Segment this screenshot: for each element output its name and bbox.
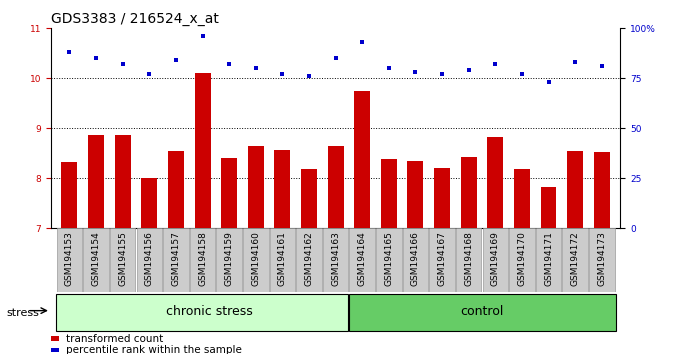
Bar (434, 169, 450, 228)
Bar (83, 228, 109, 292)
Point (597, 63, 607, 69)
Point (170, 57, 181, 63)
Text: GSM194161: GSM194161 (278, 232, 287, 286)
Point (250, 65, 261, 71)
Bar (88, 135, 104, 228)
Point (224, 62, 235, 67)
Bar (301, 169, 317, 228)
Text: GSM194155: GSM194155 (118, 232, 127, 286)
Bar (110, 228, 136, 292)
Bar (195, 73, 211, 228)
Text: GSM194159: GSM194159 (224, 232, 234, 286)
Text: GSM194167: GSM194167 (437, 232, 447, 286)
Bar (349, 294, 616, 331)
Bar (403, 228, 428, 292)
Bar (483, 228, 508, 292)
Text: GSM194173: GSM194173 (597, 232, 606, 286)
Bar (163, 228, 188, 292)
Bar (190, 228, 216, 292)
Text: GSM194166: GSM194166 (411, 232, 420, 286)
Text: GSM194165: GSM194165 (384, 232, 393, 286)
Text: GSM194170: GSM194170 (517, 232, 526, 286)
Bar (407, 161, 424, 228)
Bar (57, 228, 82, 292)
Point (517, 72, 527, 77)
Bar (487, 137, 503, 228)
Point (330, 56, 341, 61)
Point (357, 40, 367, 45)
Bar (589, 228, 614, 292)
Bar (275, 150, 290, 228)
Bar (456, 228, 481, 292)
Bar (349, 228, 375, 292)
Point (64, 50, 75, 55)
Text: GDS3383 / 216524_x_at: GDS3383 / 216524_x_at (51, 12, 219, 27)
Bar (509, 228, 535, 292)
Bar (354, 91, 370, 228)
Bar (296, 228, 322, 292)
Text: transformed count: transformed count (66, 334, 163, 344)
Point (117, 62, 128, 67)
Text: GSM194168: GSM194168 (464, 232, 473, 286)
Point (91, 56, 102, 61)
Bar (376, 228, 401, 292)
Point (490, 62, 501, 67)
Text: GSM194157: GSM194157 (172, 232, 180, 286)
Text: GSM194154: GSM194154 (92, 232, 100, 286)
Bar (243, 228, 268, 292)
Text: control: control (460, 305, 504, 318)
Point (304, 74, 315, 79)
Text: GSM194169: GSM194169 (491, 232, 500, 286)
Bar (56, 294, 348, 331)
Bar (536, 228, 561, 292)
Point (197, 34, 208, 39)
Text: chronic stress: chronic stress (166, 305, 253, 318)
Text: GSM194172: GSM194172 (571, 232, 580, 286)
Bar (168, 151, 184, 228)
Bar (429, 228, 455, 292)
Bar (327, 146, 344, 228)
Text: GSM194158: GSM194158 (198, 232, 207, 286)
Text: GSM194160: GSM194160 (252, 232, 260, 286)
Bar (323, 228, 348, 292)
Point (463, 68, 474, 73)
Bar (381, 159, 397, 228)
Bar (62, 162, 77, 228)
Bar (221, 158, 237, 228)
Point (277, 72, 287, 77)
Bar (216, 228, 242, 292)
Point (384, 65, 395, 71)
Point (144, 72, 155, 77)
Text: GSM194156: GSM194156 (145, 232, 154, 286)
Bar (562, 228, 588, 292)
Text: stress: stress (7, 308, 39, 318)
Point (543, 80, 554, 85)
Bar (540, 187, 557, 228)
Bar (270, 228, 295, 292)
Text: GSM194162: GSM194162 (304, 232, 313, 286)
Bar (115, 135, 131, 228)
Bar (514, 169, 530, 228)
Bar (141, 178, 157, 228)
Text: GSM194171: GSM194171 (544, 232, 553, 286)
Bar (136, 228, 162, 292)
Bar (594, 152, 610, 228)
Point (410, 69, 421, 75)
Bar (247, 146, 264, 228)
Text: percentile rank within the sample: percentile rank within the sample (66, 346, 241, 354)
Bar (460, 157, 477, 228)
Text: GSM194164: GSM194164 (358, 232, 367, 286)
Text: GSM194163: GSM194163 (331, 232, 340, 286)
Point (570, 59, 580, 65)
Text: GSM194153: GSM194153 (65, 232, 74, 286)
Point (437, 72, 447, 77)
Bar (567, 151, 583, 228)
